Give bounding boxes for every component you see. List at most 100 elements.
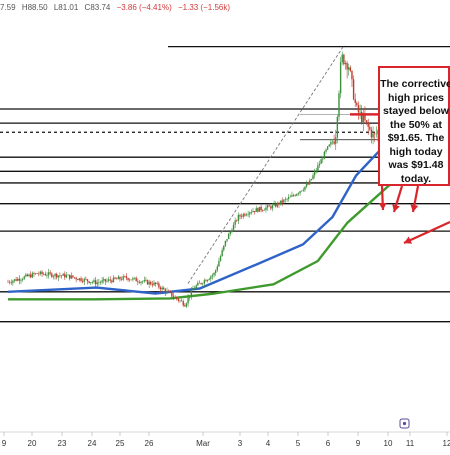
candle-body bbox=[263, 209, 266, 211]
candle-body bbox=[273, 203, 275, 206]
candle-body bbox=[252, 211, 254, 213]
candle-body bbox=[143, 280, 145, 282]
event-marker-icon bbox=[399, 418, 410, 429]
candle-body bbox=[335, 137, 337, 144]
candle-body bbox=[20, 279, 22, 281]
candle-body bbox=[130, 279, 133, 281]
candle-body bbox=[304, 186, 306, 190]
candle-body bbox=[180, 300, 183, 302]
x-tick-label: 9 bbox=[356, 439, 361, 448]
candle-body bbox=[146, 280, 149, 285]
candle-body bbox=[193, 288, 196, 289]
candle-body bbox=[120, 279, 123, 280]
candle-body bbox=[167, 290, 170, 292]
candle-body bbox=[47, 272, 50, 276]
candle-body bbox=[112, 277, 115, 283]
candle-body bbox=[236, 220, 238, 222]
candle-body bbox=[354, 99, 356, 103]
candle-body bbox=[323, 151, 326, 159]
candle-body bbox=[351, 70, 353, 80]
candle-body bbox=[114, 277, 116, 279]
candle-body bbox=[36, 273, 38, 274]
candle-body bbox=[41, 271, 43, 274]
candle-body bbox=[289, 196, 292, 198]
candle-body bbox=[163, 287, 165, 290]
candle-body bbox=[81, 280, 84, 282]
candle-body bbox=[78, 278, 81, 281]
x-tick-label: 10 bbox=[384, 439, 393, 448]
candle-body bbox=[300, 190, 303, 192]
candle-body bbox=[13, 279, 16, 281]
candle-body bbox=[281, 200, 283, 203]
candle-body bbox=[169, 291, 171, 293]
candle-body bbox=[26, 274, 29, 277]
x-tick-label: 11 bbox=[406, 439, 415, 448]
x-tick-label: 26 bbox=[145, 439, 154, 448]
candle-body bbox=[90, 282, 92, 283]
candle-body bbox=[278, 202, 280, 205]
candle-body bbox=[291, 195, 293, 197]
candle-body bbox=[176, 297, 178, 299]
candle-body bbox=[266, 205, 269, 208]
annotation-box: The corrective high prices stayed below the… bbox=[378, 66, 450, 186]
x-tick-label: 6 bbox=[326, 439, 331, 448]
annotation-line: The corrective bbox=[380, 78, 450, 90]
candle-body bbox=[356, 102, 358, 106]
candle-body bbox=[359, 111, 361, 113]
candle-body bbox=[348, 67, 350, 70]
candle-body bbox=[242, 214, 244, 217]
candle-body bbox=[200, 282, 202, 284]
candle-body bbox=[309, 180, 311, 185]
candle-body bbox=[133, 277, 136, 279]
candle-body bbox=[60, 275, 63, 277]
candle-body bbox=[223, 245, 225, 251]
candle-body bbox=[189, 296, 191, 298]
candle-body bbox=[315, 170, 317, 172]
candle-body bbox=[80, 278, 82, 281]
candle-body bbox=[257, 208, 259, 212]
candle-body bbox=[270, 206, 272, 209]
candle-body bbox=[211, 275, 214, 277]
candle-body bbox=[34, 273, 37, 275]
candle-body bbox=[208, 278, 210, 280]
candle-body bbox=[249, 212, 251, 215]
candle-body bbox=[38, 273, 40, 275]
candle-body bbox=[106, 280, 108, 282]
red-arrow-head bbox=[404, 236, 413, 244]
candle-body bbox=[216, 266, 219, 271]
candle-body bbox=[141, 281, 144, 283]
candle-body bbox=[292, 195, 295, 196]
candle-body bbox=[122, 276, 124, 280]
x-tick-label: 5 bbox=[296, 439, 301, 448]
candle-body bbox=[138, 282, 141, 283]
annotation-line: high prices bbox=[387, 91, 444, 104]
candle-body bbox=[125, 276, 128, 279]
candle-body bbox=[39, 271, 42, 275]
candle-body bbox=[377, 130, 379, 134]
annotation-text: The corrective high prices stayed below the… bbox=[380, 78, 450, 186]
candle-body bbox=[10, 282, 12, 284]
candle-body bbox=[307, 183, 309, 185]
candle-body bbox=[31, 273, 34, 278]
candle-body bbox=[279, 200, 282, 205]
candle-body bbox=[221, 250, 223, 257]
candle-body bbox=[312, 175, 314, 180]
candle-body bbox=[18, 278, 21, 281]
candle-body bbox=[12, 280, 14, 283]
candle-body bbox=[49, 272, 51, 274]
candle-body bbox=[275, 203, 277, 207]
candle-body bbox=[124, 276, 126, 277]
candle-body bbox=[328, 144, 330, 147]
candle-body bbox=[153, 282, 155, 286]
candle-body bbox=[336, 116, 339, 138]
candle-body bbox=[151, 284, 154, 286]
candle-body bbox=[265, 207, 267, 210]
annotation-line: the 50% at bbox=[390, 118, 442, 131]
candle-body bbox=[219, 256, 222, 261]
candle-body bbox=[361, 111, 363, 123]
candle-body bbox=[287, 197, 290, 199]
candle-body bbox=[154, 282, 157, 285]
candle-body bbox=[357, 105, 360, 113]
candle-body bbox=[75, 277, 77, 280]
